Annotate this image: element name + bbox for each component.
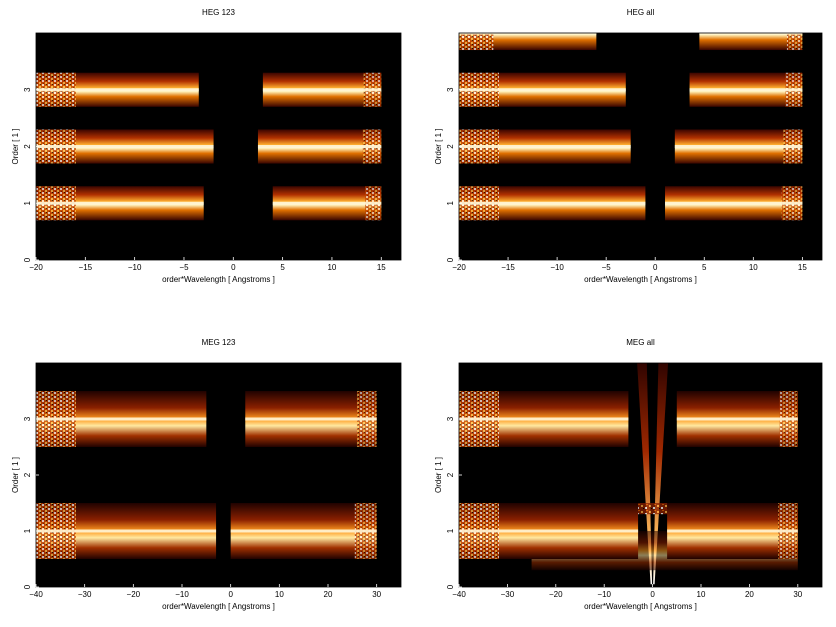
x-tick-label: 15	[798, 263, 807, 272]
order-band-4-positive	[699, 33, 803, 51]
y-tick-label: 3	[446, 416, 455, 421]
x-tick-label: 20	[745, 590, 754, 599]
chart-panel-4: −40 −30 −20 −10 0 10 20 30 0 1 2 3 MEG all order*Wave…	[434, 338, 823, 611]
y-axis-label: Order [ 1 ]	[434, 128, 443, 164]
x-tick-label: 10	[327, 263, 336, 272]
y-tick-label: 1	[446, 528, 455, 533]
x-tick-label: −20	[127, 590, 141, 599]
y-tick-label: 0	[23, 584, 32, 589]
order-band-1-positive	[230, 503, 377, 559]
x-tick-label: 30	[793, 590, 802, 599]
y-tick-label: 0	[446, 257, 455, 262]
x-axis-label: order*Wavelength [ Angstroms ]	[584, 275, 697, 284]
chart-title: HEG all	[627, 8, 655, 17]
y-tick-label: 2	[23, 472, 32, 477]
order-band-4-negative	[459, 33, 597, 51]
order-band-3-negative	[459, 72, 626, 107]
order-band-2-negative	[36, 129, 214, 164]
order-band-1-negative	[36, 186, 204, 221]
order-band-3-negative	[36, 72, 199, 107]
x-tick-label: −10	[597, 590, 611, 599]
y-axis-label: Order [ 1 ]	[434, 457, 443, 493]
y-tick-label: 1	[446, 200, 455, 205]
x-tick-label: −15	[79, 263, 93, 272]
x-axis-label: order*Wavelength [ Angstroms ]	[162, 275, 275, 284]
chart-title: HEG 123	[202, 8, 235, 17]
order-band-1-positive	[272, 186, 382, 221]
x-tick-label: 10	[275, 590, 284, 599]
chart-panel-3: −40 −30 −20 −10 0 10 20 30 0 1 2 3 MEG 123 order*Wave…	[11, 338, 402, 611]
order-band-1-positive	[665, 186, 803, 221]
x-tick-label: 30	[372, 590, 381, 599]
x-tick-label: −15	[501, 263, 515, 272]
x-tick-label: −5	[602, 263, 612, 272]
x-tick-label: −20	[549, 590, 563, 599]
x-tick-label: −30	[501, 590, 515, 599]
x-tick-label: −10	[175, 590, 189, 599]
x-tick-label: −5	[179, 263, 189, 272]
x-tick-label: −20	[29, 263, 43, 272]
order-band-3-negative	[459, 391, 629, 447]
x-tick-label: 0	[231, 263, 236, 272]
dispersion-wedge	[653, 363, 669, 585]
chart-panel-2: −20 −15 −10 −5 0 5 10 15 0 1 2 3 HEG all order*Wavele…	[434, 8, 823, 284]
y-tick-label: 2	[23, 144, 32, 149]
chart-panel-1: −20 −15 −10 −5 0 5 10 15 0 1 2 3 HEG 123 order*Wavele…	[11, 8, 402, 284]
y-tick-label: 2	[446, 144, 455, 149]
order-band-3-positive	[676, 391, 798, 447]
order-band-1-negative	[459, 186, 646, 221]
y-tick-label: 0	[446, 584, 455, 589]
x-tick-label: 5	[702, 263, 707, 272]
x-tick-label: 0	[653, 263, 658, 272]
x-tick-label: −40	[29, 590, 43, 599]
dispersion-wedge	[637, 363, 653, 585]
order-band-1-negative	[36, 503, 217, 559]
order-band-3-negative	[36, 391, 207, 447]
x-tick-label: 0	[228, 590, 233, 599]
y-tick-label: 1	[23, 528, 32, 533]
y-axis-label: Order [ 1 ]	[11, 457, 20, 493]
order-band-1-positive	[667, 503, 798, 559]
order-band-1-negative	[459, 503, 639, 559]
x-axis-label: order*Wavelength [ Angstroms ]	[162, 602, 275, 611]
x-tick-label: 20	[324, 590, 333, 599]
y-tick-label: 1	[23, 200, 32, 205]
x-tick-label: 10	[697, 590, 706, 599]
y-tick-label: 3	[23, 416, 32, 421]
y-tick-label: 3	[23, 87, 32, 92]
y-tick-label: 2	[446, 472, 455, 477]
y-tick-label: 3	[446, 87, 455, 92]
cross-band	[531, 503, 798, 515]
order-band-3-positive	[245, 391, 377, 447]
order-band-2-negative	[459, 129, 631, 164]
x-tick-label: −40	[452, 590, 466, 599]
x-tick-label: 10	[749, 263, 758, 272]
order-band-2-positive	[674, 129, 803, 164]
x-tick-label: −20	[452, 263, 466, 272]
chart-title: MEG all	[626, 338, 655, 347]
x-axis-label: order*Wavelength [ Angstroms ]	[584, 602, 697, 611]
chart-title: MEG 123	[202, 338, 236, 347]
x-tick-label: −10	[550, 263, 564, 272]
y-axis-label: Order [ 1 ]	[11, 128, 20, 164]
order-band-2-positive	[257, 129, 382, 164]
x-tick-label: −30	[78, 590, 92, 599]
y-tick-label: 0	[23, 257, 32, 262]
x-tick-label: 5	[280, 263, 285, 272]
x-tick-label: −10	[128, 263, 142, 272]
order-band-3-positive	[689, 72, 803, 107]
order-band-3-positive	[262, 72, 382, 107]
x-tick-label: 0	[650, 590, 655, 599]
x-tick-label: 15	[377, 263, 386, 272]
